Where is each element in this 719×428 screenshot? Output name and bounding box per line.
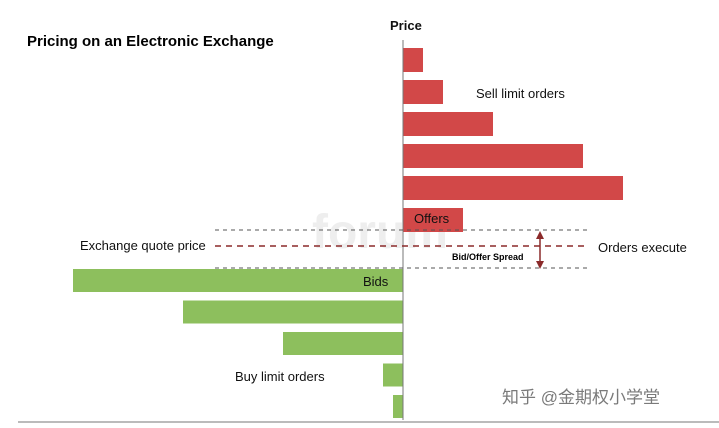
spread-label: Bid/Offer Spread bbox=[452, 252, 524, 262]
buy-bar bbox=[383, 363, 403, 387]
sell-bar bbox=[403, 176, 623, 200]
spread-arrow-head-up bbox=[536, 231, 544, 239]
sell-series-label: Sell limit orders bbox=[476, 86, 565, 101]
sell-bar bbox=[403, 112, 493, 136]
sell-bar bbox=[403, 80, 443, 104]
sell-bar bbox=[403, 208, 463, 232]
sell-bar bbox=[403, 48, 423, 72]
buy-bar bbox=[393, 395, 403, 418]
chart-title: Pricing on an Electronic Exchange bbox=[27, 33, 274, 50]
buy-bars bbox=[73, 269, 403, 418]
orders-execute-label: Orders execute bbox=[598, 240, 687, 255]
offers-label: Offers bbox=[414, 211, 450, 226]
buy-bar bbox=[283, 332, 403, 355]
sell-bar bbox=[403, 144, 583, 168]
sell-bars bbox=[403, 48, 623, 232]
buy-bar bbox=[73, 269, 403, 292]
buy-bar bbox=[183, 300, 403, 324]
watermark-text: 知乎 @金期权小学堂 bbox=[502, 388, 660, 407]
bids-label: Bids bbox=[363, 274, 389, 289]
spread-arrow-head-down bbox=[536, 261, 544, 269]
price-axis-label: Price bbox=[390, 18, 422, 33]
quote-price-label: Exchange quote price bbox=[80, 238, 206, 253]
buy-series-label: Buy limit orders bbox=[235, 369, 325, 384]
